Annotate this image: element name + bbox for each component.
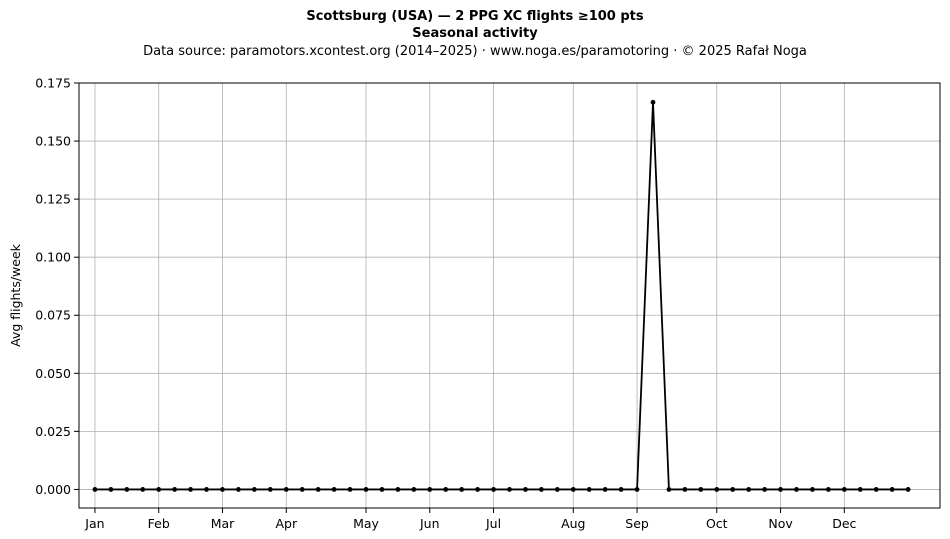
data-point: [746, 487, 752, 492]
axes: 0.000 0.025 0.050 0.075 0.100 0.125 0.150 0.175…: [35, 76, 856, 532]
x-tick-label: Feb: [148, 516, 170, 531]
data-point: [778, 487, 783, 492]
data-point: [379, 487, 385, 492]
data-point: [698, 487, 704, 492]
data-point: [825, 487, 831, 492]
x-tick-label: Aug: [561, 516, 585, 531]
data-point: [602, 487, 608, 492]
y-tick-label: 0.125: [35, 192, 71, 207]
data-point: [411, 487, 417, 492]
data-point: [347, 487, 353, 492]
data-point: [124, 487, 130, 492]
chart-subtitle: Seasonal activity: [412, 26, 538, 41]
y-tick-label: 0.025: [35, 424, 71, 439]
x-tick-label: Apr: [275, 516, 297, 531]
series-layer: [92, 99, 911, 492]
data-source-note: Data source: paramotors.xcontest.org (20…: [143, 44, 807, 59]
data-point: [794, 487, 799, 492]
x-tick-label: Nov: [768, 516, 793, 531]
data-point: [889, 487, 895, 492]
data-point: [841, 487, 847, 492]
x-tick-label: Sep: [625, 516, 649, 531]
data-point: [714, 487, 720, 492]
data-point: [554, 487, 560, 492]
data-point: [570, 487, 576, 492]
data-point: [395, 487, 401, 492]
x-tick-label: May: [353, 516, 379, 531]
data-point: [299, 487, 305, 492]
data-point: [650, 99, 656, 105]
y-tick-label: 0.175: [35, 76, 71, 91]
grid-lines: [79, 82, 940, 508]
data-point: [905, 487, 911, 492]
data-point: [315, 487, 321, 492]
data-point: [523, 487, 528, 492]
data-point: [267, 487, 273, 492]
data-point: [140, 487, 146, 492]
data-point: [873, 487, 879, 492]
plot-frame: [78, 82, 941, 509]
data-point: [857, 487, 863, 492]
y-tick-label: 0.075: [35, 308, 71, 323]
data-point: [363, 487, 369, 492]
data-point: [682, 487, 688, 492]
data-point: [459, 487, 465, 492]
chart-title: Scottsburg (USA) — 2 PPG XC flights ≥100…: [306, 9, 644, 24]
data-point: [507, 487, 512, 492]
data-point: [427, 487, 433, 492]
x-tick-label: Jun: [419, 516, 440, 531]
y-tick-label: 0.050: [35, 366, 71, 381]
data-point: [188, 487, 194, 492]
x-tick-label: Mar: [211, 516, 235, 531]
data-point: [666, 487, 672, 492]
data-point: [108, 487, 114, 492]
data-point: [92, 487, 98, 492]
data-point: [172, 487, 178, 492]
data-point: [251, 487, 257, 492]
data-point: [156, 487, 162, 492]
x-tick-label: Oct: [706, 516, 728, 531]
data-point: [634, 487, 640, 492]
x-tick-label: Jan: [84, 516, 104, 531]
data-point: [475, 487, 481, 492]
x-tick-label: Jul: [485, 516, 501, 531]
data-point: [730, 487, 736, 492]
data-point: [443, 487, 449, 492]
data-point: [283, 487, 289, 492]
chart-titles: Scottsburg (USA) — 2 PPG XC flights ≥100…: [0, 8, 950, 61]
data-point: [491, 487, 496, 492]
y-tick-label: 0.000: [35, 482, 71, 497]
x-tick-label: Dec: [832, 516, 856, 531]
data-point: [810, 487, 815, 492]
y-tick-label: 0.150: [35, 134, 71, 149]
data-point: [618, 487, 624, 492]
data-point: [220, 487, 225, 492]
data-point: [586, 487, 592, 492]
y-axis-label: Avg flights/week: [8, 243, 23, 347]
series-line: [94, 101, 909, 491]
data-point: [538, 487, 544, 492]
data-point: [331, 487, 337, 492]
y-tick-label: 0.100: [35, 250, 71, 265]
data-point: [236, 487, 241, 492]
data-point: [204, 487, 209, 492]
data-point: [762, 487, 768, 492]
